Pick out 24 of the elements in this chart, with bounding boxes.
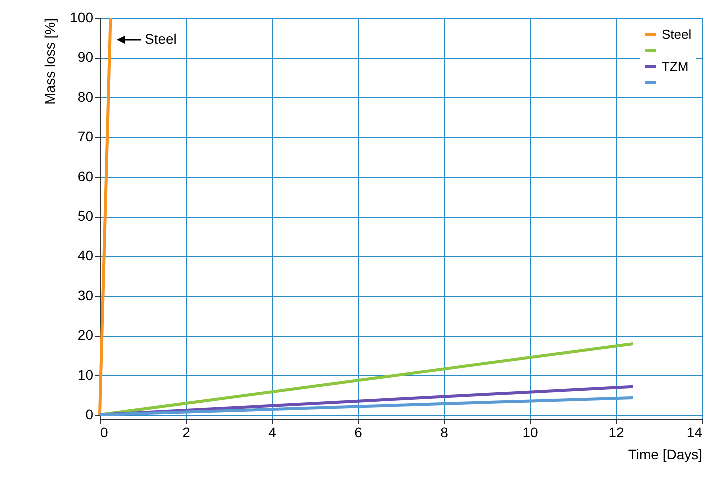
x-tick-label: 8 [440,424,449,440]
x-axis-title: Time [Days] [628,446,702,462]
annotation: Steel [145,31,177,47]
x-tick-label: 10 [522,424,538,440]
y-tick-label: 20 [78,327,94,344]
y-tick-label: 100 [70,10,94,26]
x-tick-label: 12 [608,424,624,440]
x-tick-label: 4 [268,424,277,440]
y-axis-title: Mass loss [%] [42,18,58,105]
y-tick-label: 40 [78,248,94,264]
legend-label: TZM [662,59,689,74]
x-tick-label: 14 [686,424,703,440]
y-tick-label: 70 [78,128,94,145]
y-tick-label: 30 [78,287,94,304]
y-tick-label: 80 [78,88,94,105]
y-tick-label: 10 [78,366,94,383]
y-tick-label: 90 [78,49,94,66]
y-tick-label: 60 [78,168,94,184]
y-tick-label: 50 [78,208,94,224]
x-tick-label: 0 [100,424,108,440]
x-tick-label: 2 [182,424,191,440]
legend-label: Steel [662,27,692,42]
x-tick-label: 6 [354,424,363,440]
y-tick-label: 0 [86,406,94,423]
